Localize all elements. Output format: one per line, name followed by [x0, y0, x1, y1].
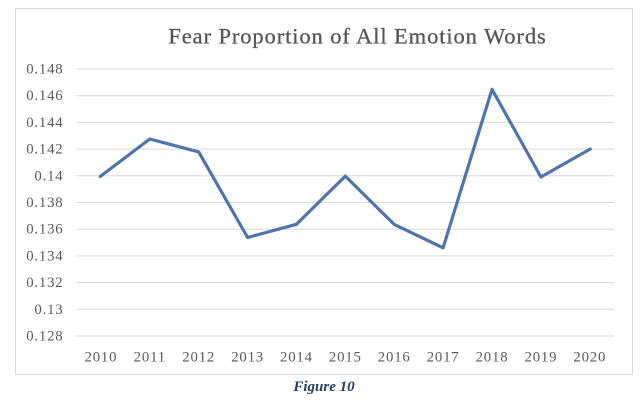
- svg-text:2013: 2013: [231, 350, 264, 366]
- svg-text:2017: 2017: [427, 350, 460, 366]
- svg-text:2011: 2011: [134, 350, 166, 366]
- svg-text:0.14: 0.14: [34, 168, 63, 184]
- svg-text:0.136: 0.136: [26, 222, 63, 238]
- svg-text:0.142: 0.142: [26, 142, 63, 158]
- svg-text:2018: 2018: [476, 350, 509, 366]
- svg-text:2012: 2012: [182, 350, 215, 366]
- svg-text:0.134: 0.134: [26, 248, 63, 264]
- svg-text:2010: 2010: [85, 350, 118, 366]
- svg-text:2020: 2020: [573, 350, 606, 366]
- svg-text:0.138: 0.138: [26, 195, 63, 211]
- svg-text:0.144: 0.144: [26, 115, 63, 131]
- svg-text:0.128: 0.128: [26, 329, 63, 345]
- svg-text:2019: 2019: [525, 350, 558, 366]
- svg-text:0.146: 0.146: [26, 88, 63, 104]
- svg-text:0.132: 0.132: [26, 275, 63, 291]
- svg-text:Figure 10: Figure 10: [292, 379, 355, 395]
- svg-text:0.148: 0.148: [26, 62, 63, 78]
- svg-text:0.13: 0.13: [34, 302, 63, 318]
- svg-text:2014: 2014: [280, 350, 313, 366]
- svg-text:Fear Proportion of All Emotion: Fear Proportion of All Emotion Words: [168, 24, 546, 49]
- svg-text:2016: 2016: [378, 350, 411, 366]
- svg-text:2015: 2015: [329, 350, 362, 366]
